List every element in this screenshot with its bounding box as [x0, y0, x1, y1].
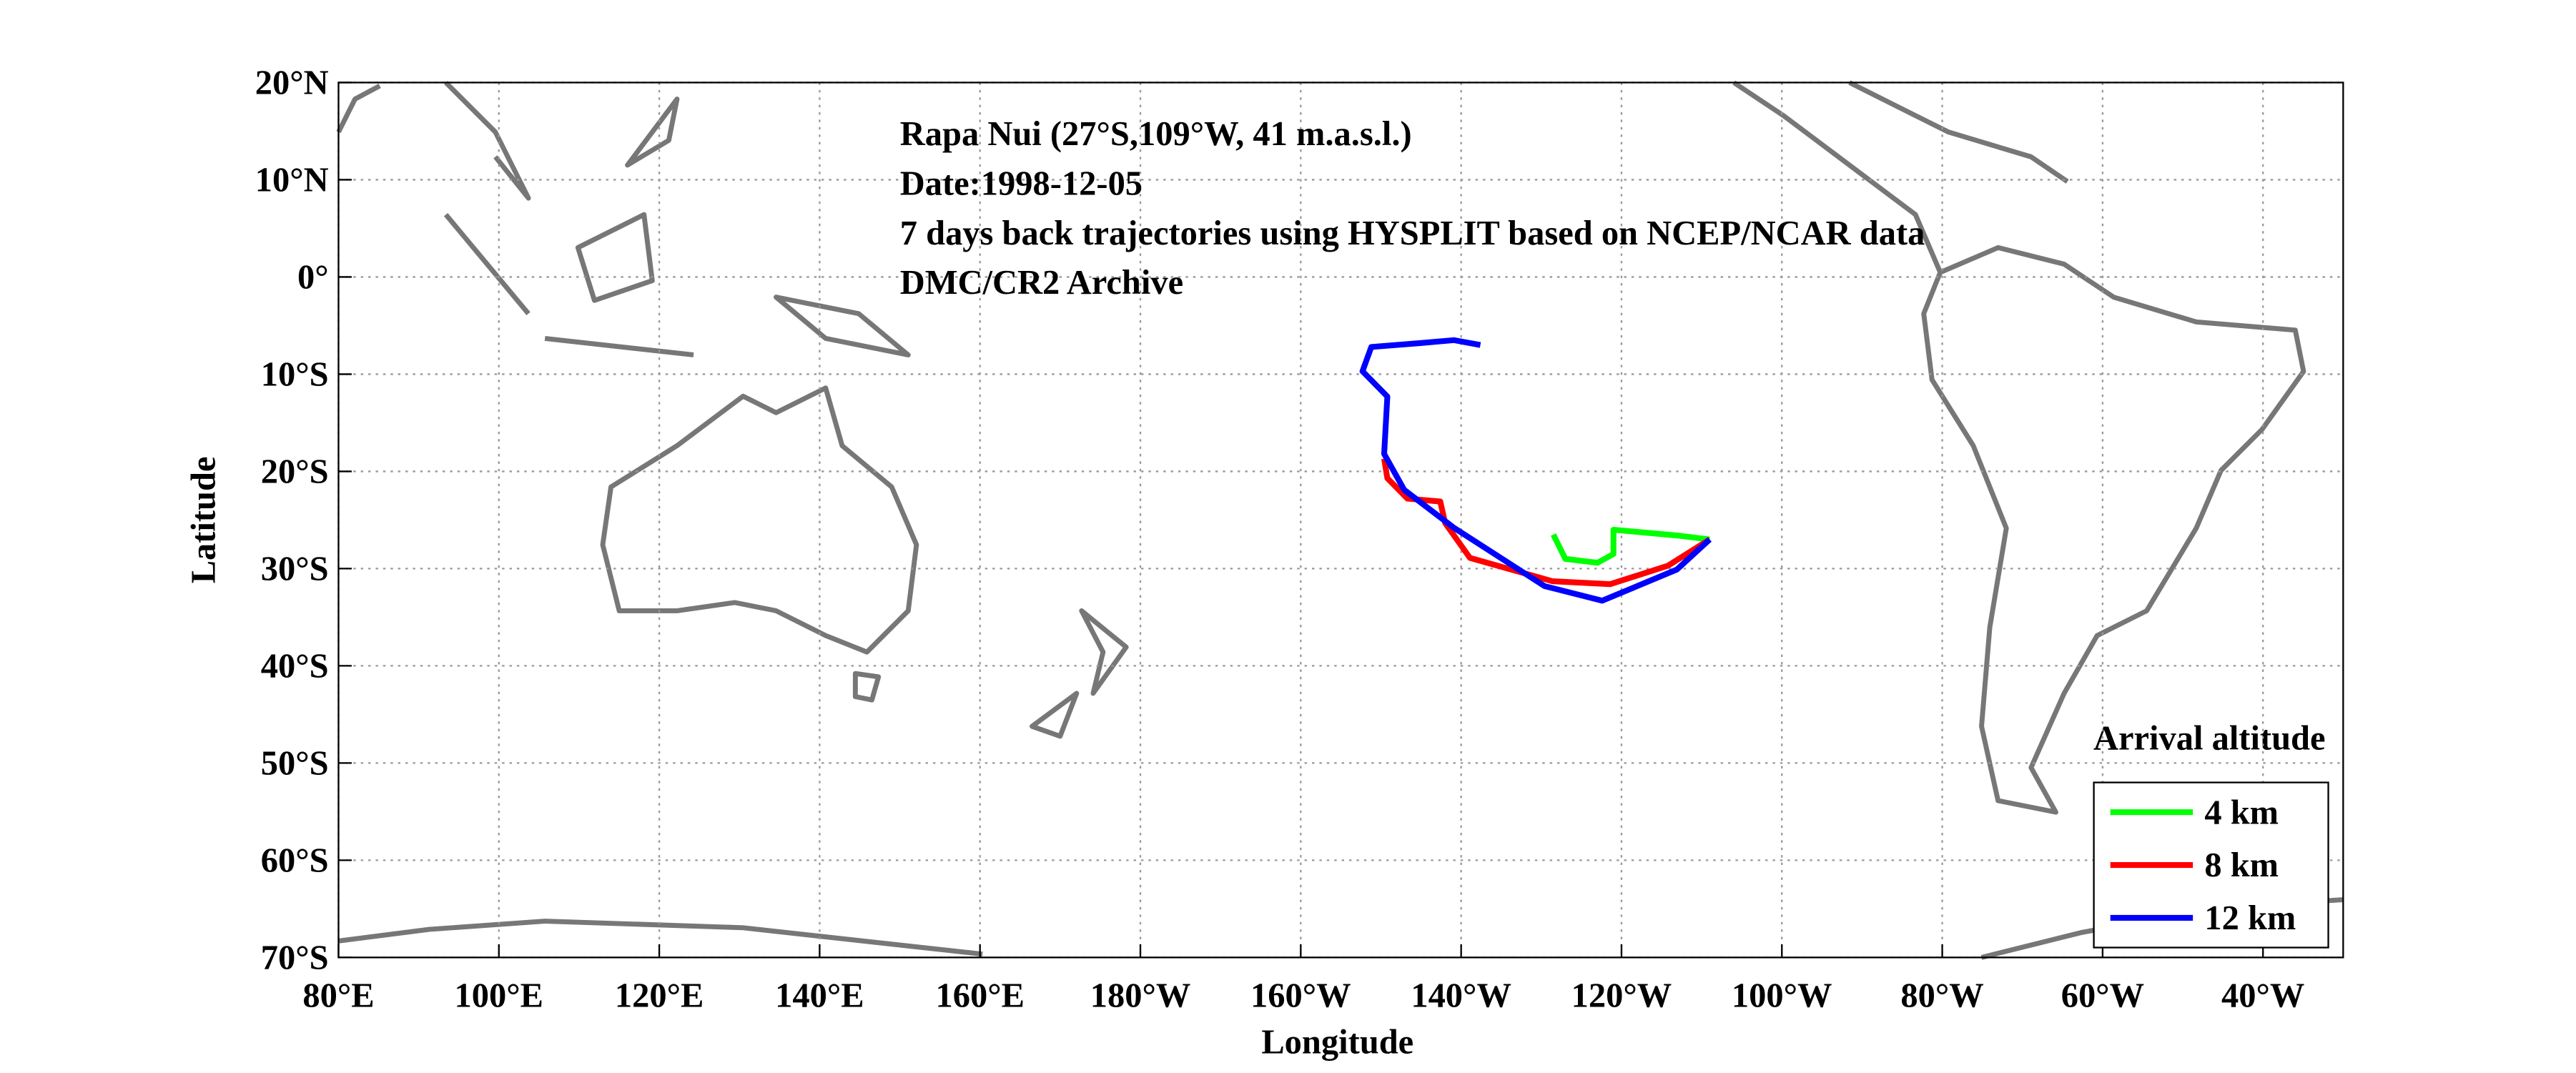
x-tick-label: 100°E — [455, 977, 543, 1015]
x-tick-label: 40°W — [2221, 977, 2304, 1015]
y-tick-label: 10°N — [255, 162, 329, 199]
x-tick-label: 80°E — [302, 977, 374, 1015]
annotation: 7 days back trajectories using HYSPLIT b… — [900, 214, 1925, 252]
x-tick-label: 180°W — [1090, 977, 1191, 1015]
plot-frame — [337, 81, 2344, 959]
australia — [600, 385, 919, 655]
y-tick-label: 10°S — [261, 356, 329, 394]
x-tick-label: 100°W — [1732, 977, 1832, 1015]
y-tick-label: 50°S — [261, 745, 329, 783]
y-tick-label: 0° — [297, 259, 329, 297]
x-tick-label: 160°W — [1250, 977, 1351, 1015]
x-tick-label: 120°E — [615, 977, 704, 1015]
legend-label: 8 km — [2204, 846, 2279, 884]
y-tick-label: 60°S — [261, 842, 329, 880]
x-tick-label: 160°E — [935, 977, 1024, 1015]
trajectory — [1550, 526, 1710, 566]
x-tick-label: 120°W — [1571, 977, 1672, 1015]
legend-label: 4 km — [2204, 793, 2279, 831]
y-tick-label: 20°N — [255, 64, 329, 102]
legend-title: Arrival altitude — [2093, 719, 2326, 757]
borneo — [575, 212, 655, 303]
annotation: DMC/CR2 Archive — [900, 264, 1183, 302]
annotation: Date:1998-12-05 — [900, 164, 1143, 202]
y-axis-label: Latitude — [184, 457, 222, 584]
y-tick-label: 30°S — [261, 550, 329, 588]
annotation: Rapa Nui (27°S,109°W, 41 m.a.s.l.) — [900, 115, 1412, 153]
y-tick-label: 20°S — [261, 453, 329, 491]
x-tick-label: 140°E — [775, 977, 864, 1015]
x-tick-label: 60°W — [2061, 977, 2144, 1015]
asia — [336, 81, 680, 201]
sumatra-java — [443, 212, 694, 357]
antarctica — [338, 897, 2344, 960]
new-guinea — [774, 295, 911, 357]
coastlines — [336, 80, 2344, 960]
legend-label: 12 km — [2204, 899, 2296, 937]
x-tick-label: 80°W — [1900, 977, 1983, 1015]
x-axis-label: Longitude — [1261, 1023, 1413, 1061]
trajectory — [1359, 337, 1712, 604]
south-america — [1921, 244, 2306, 815]
y-tick-label: 70°S — [261, 939, 329, 977]
trajectory — [1381, 458, 1712, 588]
new-zealand — [1030, 608, 1129, 739]
tasmania — [852, 671, 882, 703]
x-tick-label: 140°W — [1411, 977, 1511, 1015]
y-tick-label: 40°S — [261, 648, 329, 686]
central-america — [1732, 80, 2069, 274]
